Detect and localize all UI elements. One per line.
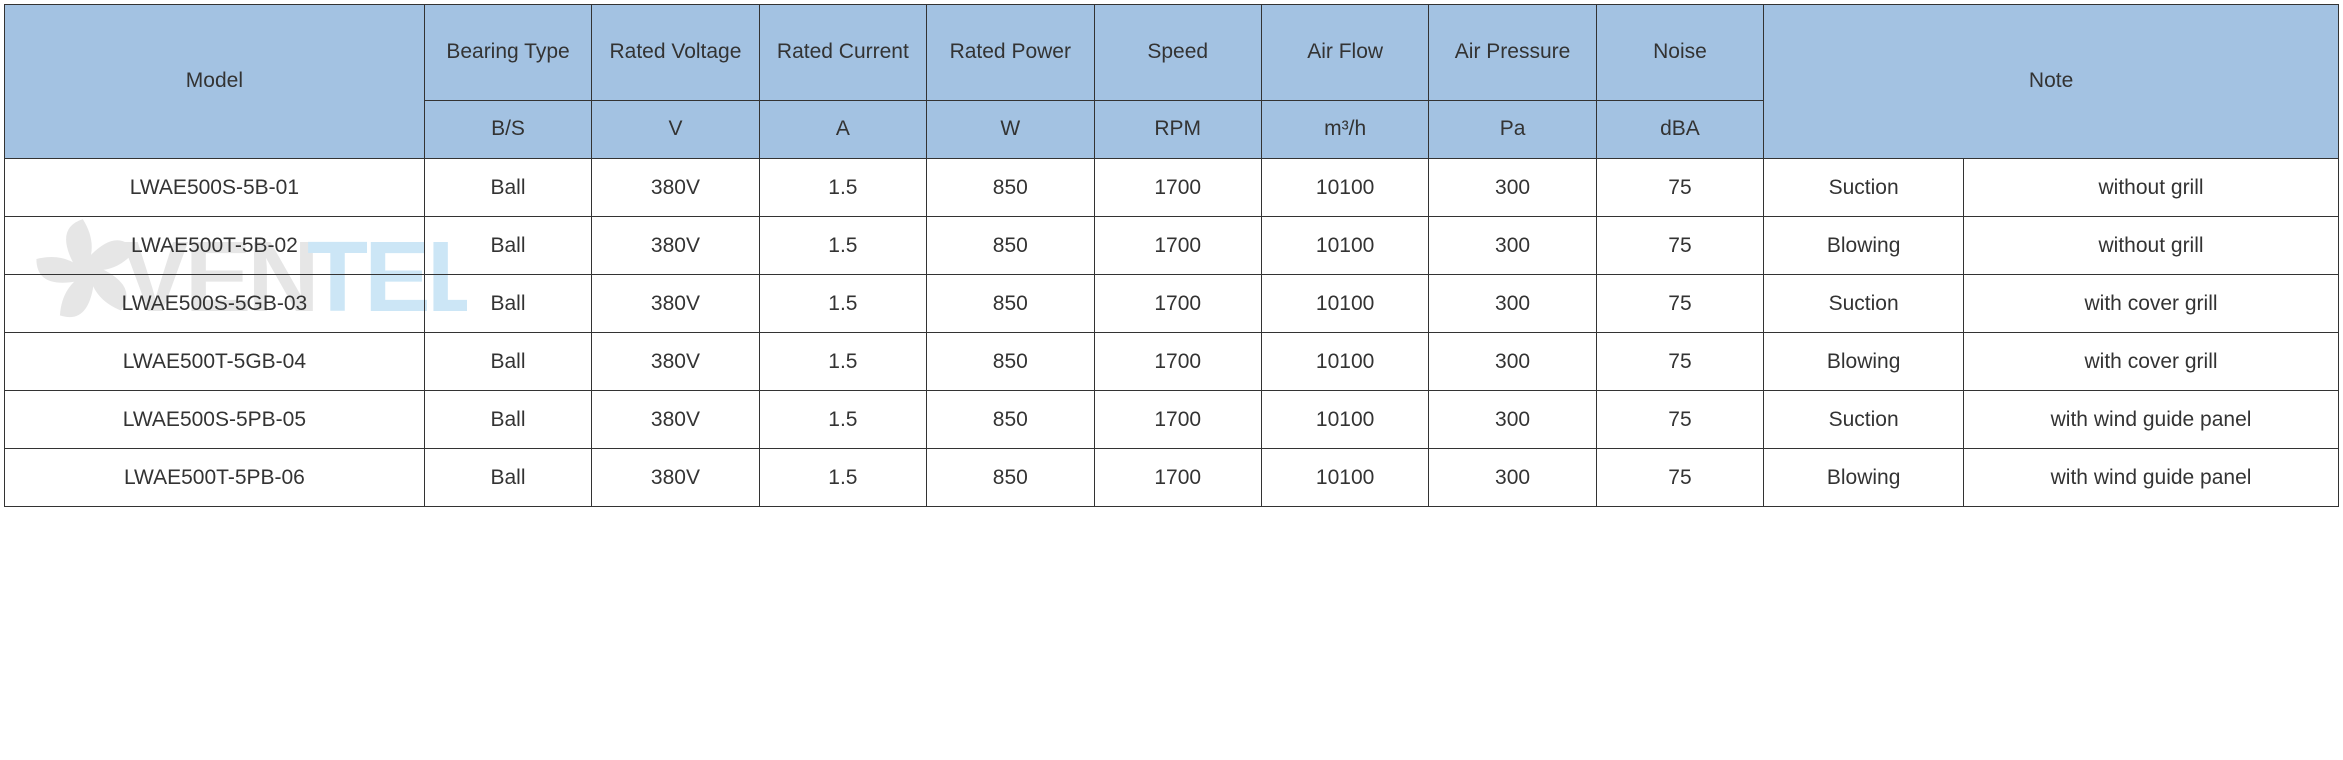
cell-speed: 1700 <box>1094 217 1261 275</box>
cell-note1: Blowing <box>1764 333 1964 391</box>
col-voltage: Rated Voltage <box>592 5 759 101</box>
table-row: LWAE500S-5B-01Ball380V1.5850170010100300… <box>5 159 2339 217</box>
cell-airflow: 10100 <box>1261 391 1428 449</box>
cell-model: LWAE500T-5PB-06 <box>5 449 425 507</box>
unit-current: A <box>759 101 926 159</box>
cell-model: LWAE500S-5B-01 <box>5 159 425 217</box>
cell-speed: 1700 <box>1094 275 1261 333</box>
col-model: Model <box>5 5 425 159</box>
unit-airflow: m³/h <box>1261 101 1428 159</box>
cell-bearing: Ball <box>424 159 591 217</box>
cell-voltage: 380V <box>592 217 759 275</box>
col-note: Note <box>1764 5 2339 159</box>
cell-note2: with wind guide panel <box>1964 449 2339 507</box>
col-airflow: Air Flow <box>1261 5 1428 101</box>
cell-power: 850 <box>927 449 1094 507</box>
cell-voltage: 380V <box>592 333 759 391</box>
unit-pressure: Pa <box>1429 101 1596 159</box>
cell-speed: 1700 <box>1094 333 1261 391</box>
cell-current: 1.5 <box>759 449 926 507</box>
col-bearing: Bearing Type <box>424 5 591 101</box>
cell-voltage: 380V <box>592 159 759 217</box>
spec-table: Model Bearing Type Rated Voltage Rated C… <box>4 4 2339 507</box>
col-speed: Speed <box>1094 5 1261 101</box>
unit-noise: dBA <box>1596 101 1763 159</box>
cell-note1: Suction <box>1764 159 1964 217</box>
cell-model: LWAE500S-5PB-05 <box>5 391 425 449</box>
cell-speed: 1700 <box>1094 391 1261 449</box>
cell-bearing: Ball <box>424 333 591 391</box>
cell-current: 1.5 <box>759 333 926 391</box>
table-row: LWAE500S-5PB-05Ball380V1.585017001010030… <box>5 391 2339 449</box>
cell-airflow: 10100 <box>1261 449 1428 507</box>
cell-pressure: 300 <box>1429 275 1596 333</box>
col-noise: Noise <box>1596 5 1763 101</box>
cell-model: LWAE500T-5GB-04 <box>5 333 425 391</box>
cell-note1: Suction <box>1764 275 1964 333</box>
cell-noise: 75 <box>1596 275 1763 333</box>
cell-bearing: Ball <box>424 275 591 333</box>
cell-note1: Blowing <box>1764 449 1964 507</box>
unit-voltage: V <box>592 101 759 159</box>
cell-noise: 75 <box>1596 333 1763 391</box>
cell-speed: 1700 <box>1094 159 1261 217</box>
cell-voltage: 380V <box>592 449 759 507</box>
col-current: Rated Current <box>759 5 926 101</box>
cell-note2: with cover grill <box>1964 333 2339 391</box>
cell-note1: Blowing <box>1764 217 1964 275</box>
cell-speed: 1700 <box>1094 449 1261 507</box>
cell-power: 850 <box>927 391 1094 449</box>
table-row: LWAE500T-5GB-04Ball380V1.585017001010030… <box>5 333 2339 391</box>
cell-airflow: 10100 <box>1261 159 1428 217</box>
cell-power: 850 <box>927 275 1094 333</box>
cell-note2: without grill <box>1964 159 2339 217</box>
cell-noise: 75 <box>1596 391 1763 449</box>
cell-airflow: 10100 <box>1261 275 1428 333</box>
cell-note2: with cover grill <box>1964 275 2339 333</box>
cell-voltage: 380V <box>592 391 759 449</box>
cell-model: LWAE500S-5GB-03 <box>5 275 425 333</box>
table-body: LWAE500S-5B-01Ball380V1.5850170010100300… <box>5 159 2339 507</box>
cell-airflow: 10100 <box>1261 333 1428 391</box>
table-row: LWAE500S-5GB-03Ball380V1.585017001010030… <box>5 275 2339 333</box>
cell-power: 850 <box>927 159 1094 217</box>
unit-speed: RPM <box>1094 101 1261 159</box>
cell-pressure: 300 <box>1429 159 1596 217</box>
cell-bearing: Ball <box>424 391 591 449</box>
cell-power: 850 <box>927 217 1094 275</box>
cell-pressure: 300 <box>1429 217 1596 275</box>
cell-pressure: 300 <box>1429 333 1596 391</box>
cell-bearing: Ball <box>424 449 591 507</box>
cell-note1: Suction <box>1764 391 1964 449</box>
cell-current: 1.5 <box>759 391 926 449</box>
cell-noise: 75 <box>1596 449 1763 507</box>
unit-power: W <box>927 101 1094 159</box>
table-row: LWAE500T-5B-02Ball380V1.5850170010100300… <box>5 217 2339 275</box>
cell-noise: 75 <box>1596 159 1763 217</box>
table-row: LWAE500T-5PB-06Ball380V1.585017001010030… <box>5 449 2339 507</box>
table-container: VEN TEL Model Bearing Type Rated Voltage… <box>4 4 2339 507</box>
cell-voltage: 380V <box>592 275 759 333</box>
cell-airflow: 10100 <box>1261 217 1428 275</box>
cell-model: LWAE500T-5B-02 <box>5 217 425 275</box>
cell-current: 1.5 <box>759 217 926 275</box>
cell-bearing: Ball <box>424 217 591 275</box>
cell-power: 850 <box>927 333 1094 391</box>
cell-pressure: 300 <box>1429 391 1596 449</box>
cell-current: 1.5 <box>759 275 926 333</box>
col-power: Rated Power <box>927 5 1094 101</box>
cell-noise: 75 <box>1596 217 1763 275</box>
cell-note2: without grill <box>1964 217 2339 275</box>
cell-current: 1.5 <box>759 159 926 217</box>
col-pressure: Air Pressure <box>1429 5 1596 101</box>
cell-note2: with wind guide panel <box>1964 391 2339 449</box>
unit-bearing: B/S <box>424 101 591 159</box>
cell-pressure: 300 <box>1429 449 1596 507</box>
